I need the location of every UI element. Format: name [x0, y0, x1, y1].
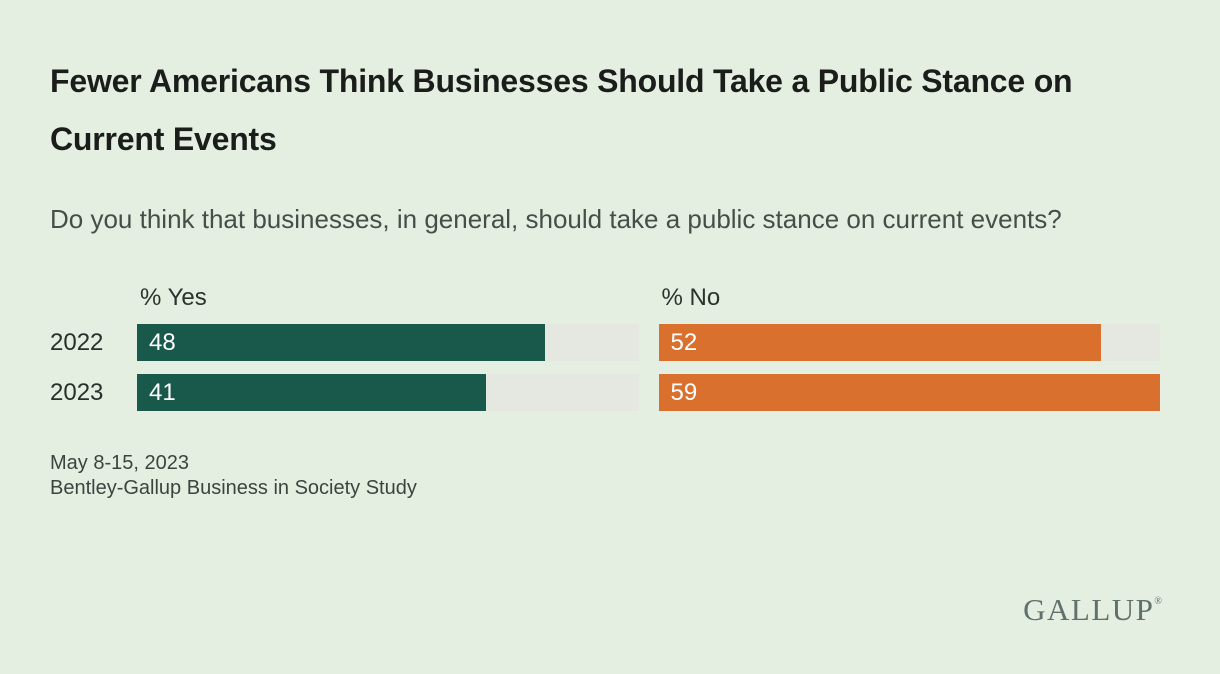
bar-value-label: 41	[149, 378, 176, 406]
bar-row-2022: 2022 48 52	[50, 324, 1160, 361]
bar-value-label: 59	[670, 378, 698, 406]
chart-header-row: % Yes % No	[50, 284, 1160, 312]
year-label: 2022	[50, 328, 104, 356]
bar-row-2023: 2023 41 59	[50, 374, 1160, 411]
bar-track-no-2023: 59	[658, 374, 1160, 411]
footnote-source: Bentley-Gallup Business in Society Study	[50, 477, 417, 499]
bar-track-no-2022: 52	[658, 324, 1160, 361]
chart: % Yes % No 2022 48 52 2023 41	[50, 284, 1160, 411]
year-label: 2023	[50, 378, 104, 406]
registered-mark-icon: ®	[1154, 596, 1162, 607]
bar-fill-yes-2023: 41	[137, 374, 486, 411]
footnote-date: May 8-15, 2023	[50, 452, 189, 474]
gallup-logo: GALLUP®	[1023, 592, 1162, 628]
bar-track-yes-2023: 41	[137, 374, 639, 411]
bar-fill-no-2023: 59	[658, 374, 1160, 411]
footnote: May 8-15, 2023 Bentley-Gallup Business i…	[50, 451, 1160, 501]
column-header-yes: % Yes	[140, 284, 207, 311]
bar-value-label: 48	[149, 328, 176, 356]
survey-question: Do you think that businesses, in general…	[50, 204, 1062, 234]
bar-track-yes-2022: 48	[137, 324, 639, 361]
page-title: Fewer Americans Think Businesses Should …	[50, 63, 1073, 157]
bar-value-label: 52	[670, 328, 698, 356]
bar-fill-yes-2022: 48	[137, 324, 545, 361]
column-header-no: % No	[661, 284, 721, 311]
bar-fill-no-2022: 52	[658, 324, 1101, 361]
content-area: Fewer Americans Think Businesses Should …	[50, 63, 1160, 501]
gallup-logo-text: GALLUP	[1023, 592, 1155, 627]
